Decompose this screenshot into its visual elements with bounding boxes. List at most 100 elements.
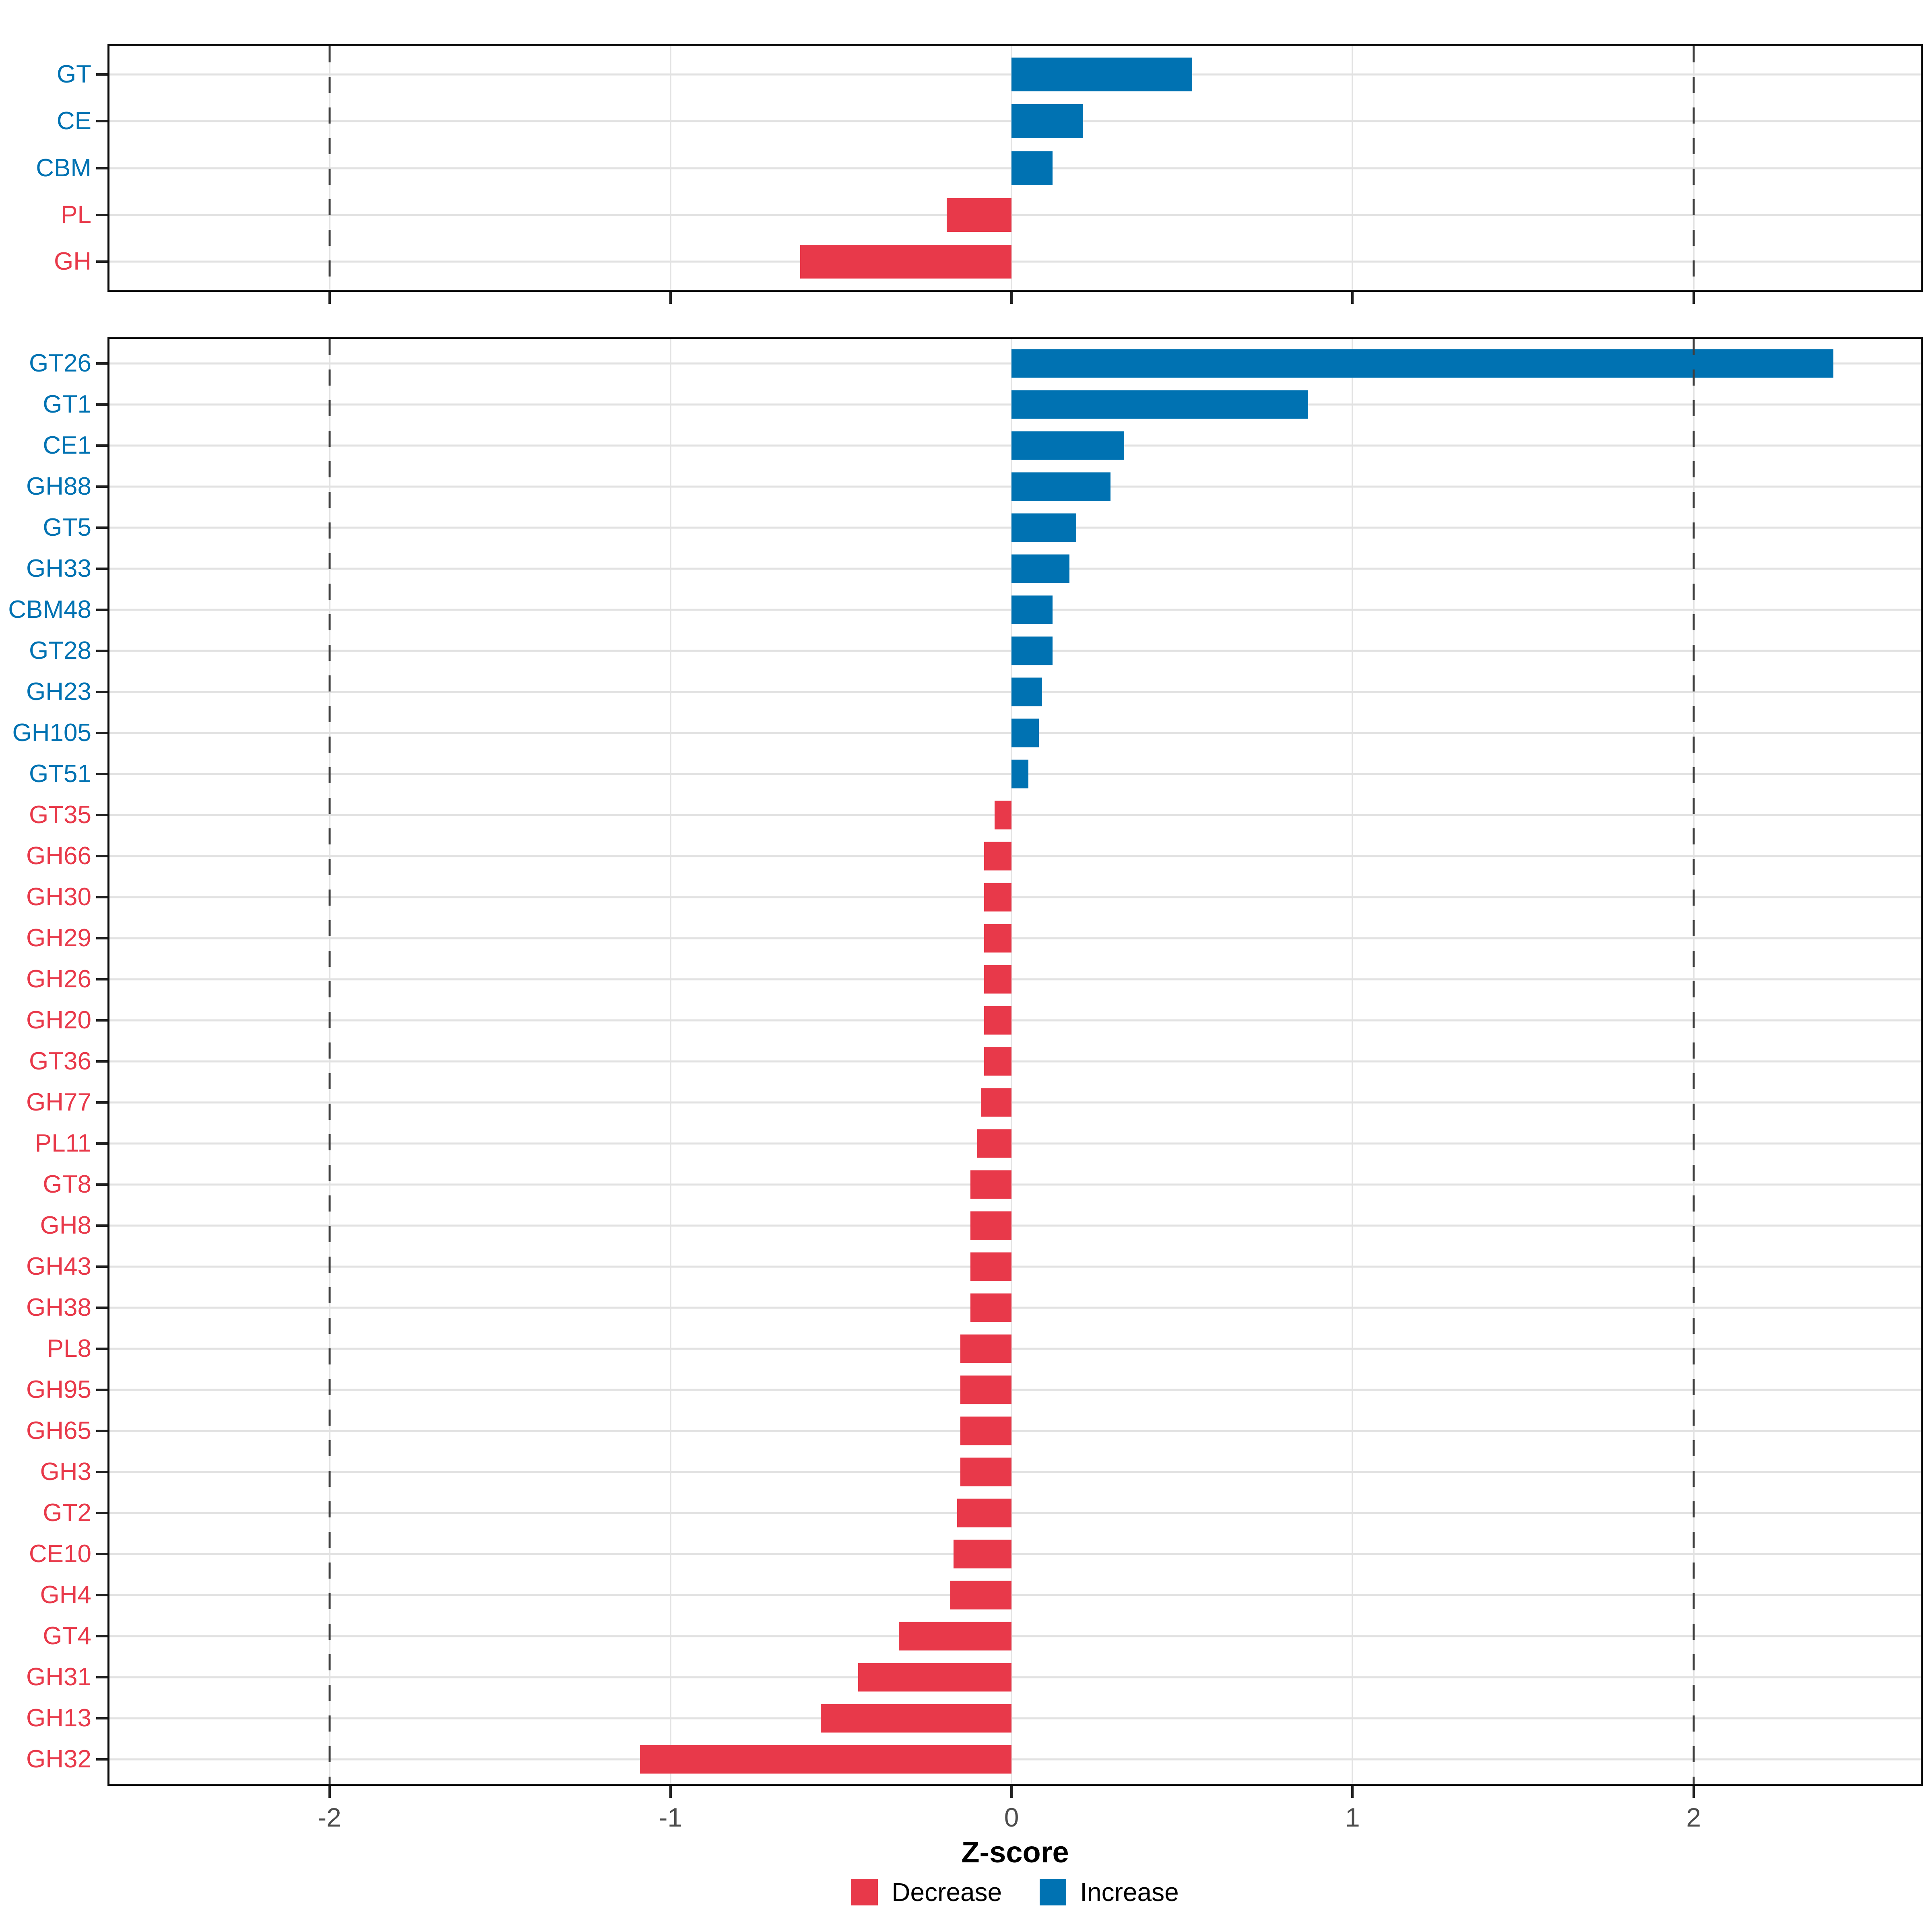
y-axis-tick: [96, 167, 107, 169]
category-label-GT26: GT26: [29, 349, 91, 378]
y-gridline: [109, 1594, 1921, 1596]
y-gridline: [109, 1348, 1921, 1350]
legend-label-decrease: Decrease: [892, 1878, 1002, 1907]
y-gridline: [109, 1471, 1921, 1473]
x-tick-label: 0: [1004, 1802, 1019, 1832]
category-label-GH31: GH31: [26, 1663, 91, 1691]
y-gridline: [109, 1512, 1921, 1514]
bar-PL: [947, 198, 1012, 232]
y-gridline: [109, 1717, 1921, 1719]
y-axis-tick: [96, 732, 107, 735]
category-label-GH38: GH38: [26, 1293, 91, 1321]
bar-GH88: [1011, 472, 1110, 501]
y-gridline: [109, 1142, 1921, 1145]
category-label-GT5: GT5: [43, 514, 91, 542]
bar-GT28: [1011, 636, 1053, 665]
category-label-GT2: GT2: [43, 1499, 91, 1527]
y-axis-tick: [96, 814, 107, 817]
category-label-GT36: GT36: [29, 1047, 91, 1075]
y-axis-tick: [96, 1429, 107, 1432]
category-label-GH30: GH30: [26, 883, 91, 911]
dashed-guide-line: [1693, 46, 1695, 290]
y-gridline: [109, 1676, 1921, 1678]
category-label-CE: CE: [56, 107, 91, 135]
bar-CE10: [954, 1540, 1012, 1569]
x-axis-tick: [1692, 1786, 1695, 1798]
bar-GT51: [1011, 760, 1029, 788]
category-label-GH77: GH77: [26, 1088, 91, 1116]
bar-GH8: [970, 1211, 1012, 1240]
y-gridline: [109, 214, 1921, 216]
category-label-GH105: GH105: [12, 719, 91, 747]
bar-GT: [1011, 57, 1193, 91]
category-label-GT51: GT51: [29, 760, 91, 788]
y-gridline: [109, 937, 1921, 939]
y-gridline: [109, 1101, 1921, 1104]
y-gridline: [109, 1019, 1921, 1022]
y-axis-tick: [96, 650, 107, 652]
bar-GH105: [1011, 718, 1039, 747]
bar-GH32: [640, 1745, 1012, 1774]
y-axis-tick: [96, 1224, 107, 1227]
y-axis-tick: [96, 937, 107, 940]
x-axis-tick: [328, 292, 331, 304]
category-label-GT: GT: [56, 60, 91, 88]
y-axis-tick: [96, 773, 107, 776]
y-gridline: [109, 1307, 1921, 1309]
category-label-GH23: GH23: [26, 678, 91, 706]
category-label-GT4: GT4: [43, 1622, 91, 1650]
y-gridline: [109, 978, 1921, 980]
bar-GH77: [980, 1088, 1012, 1117]
y-axis-tick: [96, 1470, 107, 1473]
category-label-PL8: PL8: [47, 1334, 91, 1362]
bar-GT26: [1011, 349, 1834, 378]
bar-GT4: [899, 1622, 1012, 1651]
bar-GT36: [984, 1047, 1012, 1076]
category-label-GH4: GH4: [40, 1581, 91, 1609]
x-tick-label: -1: [658, 1802, 683, 1832]
bar-GH26: [984, 965, 1012, 994]
category-label-CBM48: CBM48: [8, 596, 91, 624]
y-axis-tick: [96, 1593, 107, 1596]
bar-GT1: [1011, 390, 1309, 419]
bar-GH38: [970, 1293, 1012, 1322]
category-label-PL: PL: [61, 200, 91, 229]
y-gridline: [109, 1265, 1921, 1268]
y-axis-tick: [96, 1635, 107, 1637]
y-axis-tick: [96, 403, 107, 406]
category-label-CE10: CE10: [29, 1540, 91, 1568]
y-axis-tick: [96, 978, 107, 981]
category-label-GH95: GH95: [26, 1375, 91, 1404]
y-gridline: [109, 814, 1921, 816]
category-label-GT28: GT28: [29, 637, 91, 665]
y-gridline: [109, 1389, 1921, 1391]
category-label-GH43: GH43: [26, 1252, 91, 1280]
bar-GT35: [994, 801, 1012, 830]
x-axis-tick: [328, 1786, 331, 1798]
bar-CBM: [1011, 151, 1053, 185]
bar-GH65: [960, 1416, 1012, 1445]
legend-label-increase: Increase: [1080, 1878, 1179, 1907]
y-axis-tick: [96, 1676, 107, 1678]
x-axis-tick: [669, 1786, 672, 1798]
bar-CBM48: [1011, 595, 1053, 624]
y-gridline: [109, 855, 1921, 857]
y-gridline: [109, 1758, 1921, 1761]
bar-GH30: [984, 883, 1012, 912]
category-label-GT8: GT8: [43, 1170, 91, 1198]
bar-GH13: [820, 1704, 1012, 1733]
y-axis-tick: [96, 526, 107, 529]
category-label-CBM: CBM: [36, 154, 91, 182]
bar-GT8: [970, 1170, 1012, 1199]
x-axis-title: Z-score: [961, 1835, 1069, 1869]
y-gridline: [109, 1224, 1921, 1227]
category-label-CE1: CE1: [43, 431, 91, 460]
y-axis-tick: [96, 1183, 107, 1186]
category-label-GH13: GH13: [26, 1704, 91, 1732]
y-axis-tick: [96, 1552, 107, 1555]
y-axis-tick: [96, 362, 107, 365]
bar-GH23: [1011, 677, 1042, 706]
y-axis-tick: [96, 1758, 107, 1761]
bar-GH3: [960, 1457, 1012, 1486]
legend: Decrease Increase: [107, 1879, 1923, 1905]
